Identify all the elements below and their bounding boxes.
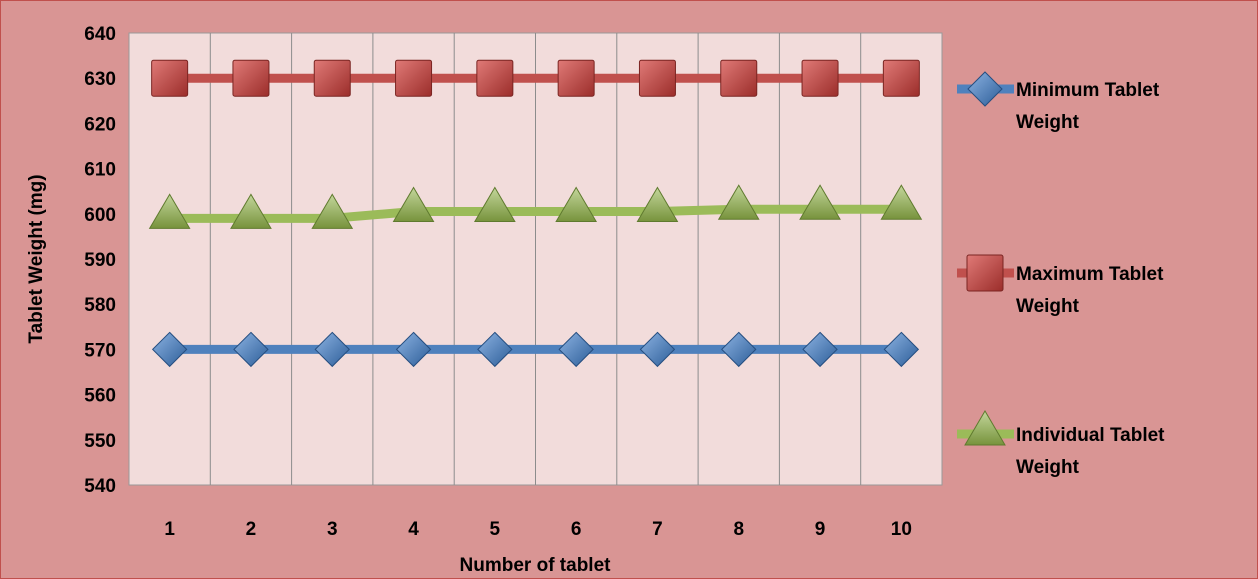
y-tick-label: 570 (84, 340, 116, 361)
data-point-diamond (883, 331, 920, 368)
x-tick-label: 3 (327, 519, 338, 540)
data-point-square (801, 59, 839, 97)
legend-label: Minimum Tablet (1016, 80, 1160, 101)
y-tick-label: 540 (84, 476, 116, 497)
data-point-square (232, 59, 270, 97)
grid-lines (209, 33, 862, 485)
y-tick-label: 590 (84, 250, 116, 271)
series-layer (148, 59, 923, 368)
legend-marker-diamond (967, 71, 1003, 107)
x-tick-label: 10 (891, 519, 912, 540)
y-tick-label: 640 (84, 24, 116, 45)
data-point-square (557, 59, 595, 97)
data-point-triangle (636, 186, 679, 223)
y-tick-label: 580 (84, 295, 116, 316)
x-tick-label: 2 (246, 519, 257, 540)
x-tick-label: 6 (571, 519, 582, 540)
y-axis-ticks: 540 550 560 570 580 590 600 610 620 630 640 (84, 24, 116, 497)
data-point-triangle (555, 186, 598, 223)
y-tick-label: 550 (84, 431, 116, 452)
x-axis-title: Number of tablet (460, 555, 612, 576)
y-tick-label: 630 (84, 69, 116, 90)
legend-label: Maximum Tablet (1016, 264, 1164, 285)
x-tick-label: 9 (815, 519, 826, 540)
data-point-diamond (233, 331, 269, 368)
data-point-triangle (799, 184, 841, 220)
legend-marker-triangle (964, 410, 1006, 446)
y-tick-label: 620 (84, 114, 116, 135)
data-point-square (151, 59, 189, 97)
data-point-square (476, 59, 514, 97)
x-axis-ticks: 1 2 3 4 5 6 7 8 9 10 (164, 519, 912, 540)
data-point-triangle (311, 193, 354, 229)
legend-label: Weight (1016, 112, 1080, 133)
legend-marker-square (966, 254, 1004, 292)
x-tick-label: 4 (408, 519, 419, 540)
data-point-triangle (880, 184, 923, 220)
legend-label: Weight (1016, 457, 1080, 478)
data-point-triangle (148, 193, 191, 229)
y-axis-title: Tablet Weight (mg) (26, 174, 47, 343)
data-point-diamond (639, 331, 676, 368)
legend: Minimum Tablet Weight Maximum Tablet Weight… (957, 71, 1165, 478)
data-point-diamond (395, 331, 432, 368)
data-point-diamond (314, 331, 350, 368)
data-point-square (882, 59, 920, 97)
data-point-triangle (392, 186, 435, 223)
data-point-square (313, 59, 351, 97)
data-point-triangle (230, 193, 272, 229)
legend-label: Weight (1016, 296, 1080, 317)
data-point-diamond (151, 331, 188, 368)
series-line-triangle (169, 204, 902, 223)
data-point-diamond (558, 331, 594, 368)
data-point-diamond (721, 331, 757, 368)
data-point-triangle (473, 186, 516, 223)
data-point-square (395, 59, 433, 97)
data-point-diamond (477, 331, 513, 368)
data-point-square (720, 59, 758, 97)
data-point-diamond (802, 331, 838, 368)
x-tick-label: 5 (490, 519, 501, 540)
legend-label: Individual Tablet (1016, 425, 1165, 446)
data-point-square (638, 59, 676, 97)
x-tick-label: 8 (733, 519, 744, 540)
x-tick-label: 7 (652, 519, 663, 540)
x-tick-label: 1 (164, 519, 175, 540)
y-tick-label: 600 (84, 205, 116, 226)
y-tick-label: 560 (84, 386, 116, 407)
y-tick-label: 610 (84, 160, 116, 181)
data-point-triangle (717, 184, 760, 220)
